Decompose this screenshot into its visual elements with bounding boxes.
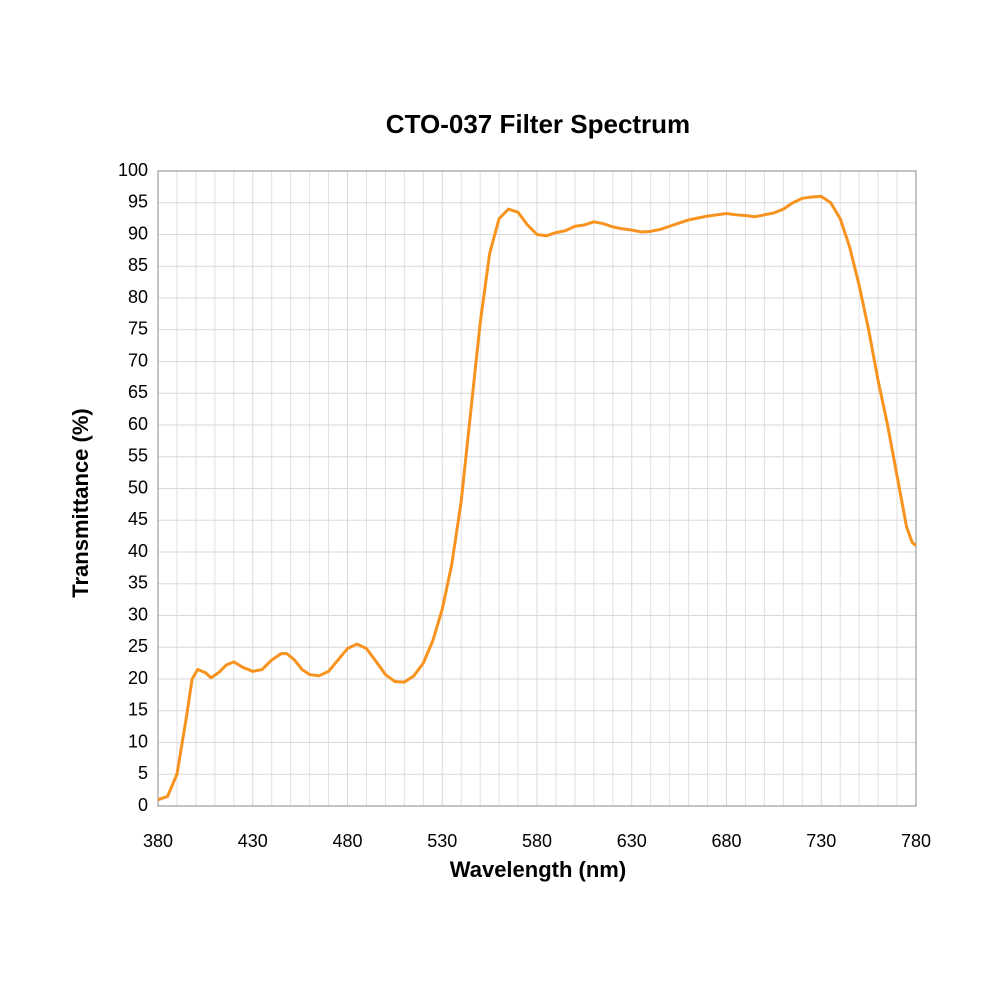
x-tick-label: 580 bbox=[522, 831, 552, 851]
y-tick-label: 0 bbox=[138, 795, 148, 815]
y-tick-label: 100 bbox=[118, 160, 148, 180]
y-tick-label: 15 bbox=[128, 700, 148, 720]
x-tick-label: 630 bbox=[617, 831, 647, 851]
x-axis-label: Wavelength (nm) bbox=[450, 857, 626, 882]
x-tick-label: 380 bbox=[143, 831, 173, 851]
y-tick-label: 50 bbox=[128, 477, 148, 497]
y-tick-label: 65 bbox=[128, 382, 148, 402]
y-tick-label: 20 bbox=[128, 668, 148, 688]
y-tick-label: 75 bbox=[128, 319, 148, 339]
y-tick-label: 95 bbox=[128, 192, 148, 212]
x-tick-label: 730 bbox=[806, 831, 836, 851]
y-tick-label: 60 bbox=[128, 414, 148, 434]
y-tick-label: 10 bbox=[128, 731, 148, 751]
y-tick-label: 35 bbox=[128, 573, 148, 593]
y-tick-label: 55 bbox=[128, 446, 148, 466]
x-tick-label: 780 bbox=[901, 831, 931, 851]
plot-frame bbox=[157, 170, 917, 807]
y-tick-label: 90 bbox=[128, 223, 148, 243]
y-tick-label: 30 bbox=[128, 604, 148, 624]
x-tick-label: 530 bbox=[427, 831, 457, 851]
y-axis-label: Transmittance (%) bbox=[68, 408, 93, 598]
y-tick-label: 45 bbox=[128, 509, 148, 529]
y-tick-label: 25 bbox=[128, 636, 148, 656]
y-tick-label: 85 bbox=[128, 255, 148, 275]
x-tick-label: 680 bbox=[711, 831, 741, 851]
data-line bbox=[157, 194, 917, 802]
x-tick-label: 480 bbox=[332, 831, 362, 851]
chart-title: CTO-037 Filter Spectrum bbox=[386, 109, 690, 139]
y-tick-label: 80 bbox=[128, 287, 148, 307]
y-tick-label: 5 bbox=[138, 763, 148, 783]
y-tick-label: 40 bbox=[128, 541, 148, 561]
x-tick-label: 430 bbox=[238, 831, 268, 851]
y-tick-label: 70 bbox=[128, 350, 148, 370]
